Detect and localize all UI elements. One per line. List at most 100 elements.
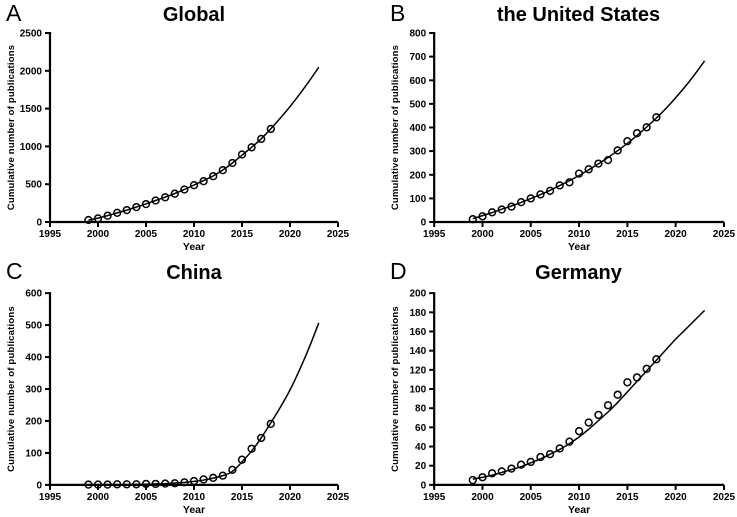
data-point [84,480,93,489]
y-tick-label: 100 [409,385,426,396]
y-tick-label: 0 [36,218,42,229]
y-tick-label: 100 [25,448,42,459]
data-point [237,150,247,159]
data-point [141,479,151,489]
panel-united-states: 1995 2000 2005 2010 2015 2020 2025 0 100 200 300 40… [368,0,737,258]
data-point [565,437,574,446]
data-point [84,215,93,225]
panel-letter-a: A [6,0,22,26]
data-point [189,181,199,190]
data-point [565,178,574,187]
data-point [603,401,613,410]
data-point [122,205,131,215]
data-point [93,480,103,489]
data-point [574,427,584,436]
x-tick-label: 1995 [39,492,62,503]
x-axis-title: Year [568,504,590,516]
x-tick-label: 2010 [183,229,206,240]
data-point [478,212,487,221]
x-axis-title: Year [183,241,205,253]
data-point [632,129,642,138]
data-point [257,433,266,443]
x-tick-label: 2010 [568,229,591,240]
data-point [545,449,555,459]
y-tick-label: 0 [36,480,42,491]
x-tick-label: 2000 [87,229,110,240]
y-tick-label: 60 [415,423,427,434]
x-tick-label: 2005 [135,229,158,240]
x-tick-label: 2005 [520,229,543,240]
data-point [247,444,256,453]
data-point [218,471,227,480]
data-point [526,194,535,203]
panel-global: 1995 2000 2005 2010 2015 2020 2025 0 500 1000 1500… [0,0,368,258]
y-tick-label: 100 [409,194,426,205]
data-point [555,444,564,453]
y-tick-label: 0 [421,218,427,229]
x-tick-label: 2020 [664,229,687,240]
data-point [161,193,170,202]
y-tick-label: 80 [415,404,427,415]
data-point [122,480,131,489]
data-point [161,479,170,488]
data-point [199,177,208,186]
x-tick-label: 2025 [713,229,736,240]
x-tick-label: 2015 [616,492,639,503]
panel-letter-b: B [390,0,406,26]
data-point [652,355,661,364]
data-point [228,465,237,474]
data-point [103,211,112,220]
data-point [468,215,477,224]
data-point [247,143,256,152]
data-point [141,199,151,209]
data-point [218,166,227,175]
data-point [151,196,160,205]
data-point [266,419,275,429]
y-tick-label: 200 [409,289,426,300]
data-point [574,169,584,178]
data-point [594,159,603,168]
fit-curve [88,66,320,221]
y-tick-label: 2000 [20,66,43,77]
panel-title-united-states: the United States [496,4,661,26]
x-tick-label: 2025 [327,492,350,503]
chart-svg: 1995 2000 2005 2010 2015 2020 2025 0 500 1000 1500… [6,29,350,254]
x-tick-label: 2010 [183,492,206,503]
fit-curve [88,322,320,486]
panel-title-global: Global [162,4,226,26]
panel-title-germany: Germany [535,262,622,284]
data-point [209,473,218,483]
y-tick-label: 300 [25,385,42,396]
data-point [132,202,141,212]
x-tick-label: 2005 [520,492,543,503]
data-point [536,452,545,462]
y-tick-label: 500 [409,99,426,110]
panel-letter-d: D [390,258,407,284]
data-point [468,475,477,485]
data-point [266,124,275,134]
panel-title-china: China [166,262,222,284]
y-tick-label: 200 [25,416,42,427]
data-point [584,165,593,174]
data-point [189,476,199,486]
x-tick-label: 2020 [279,492,302,503]
data-point [151,479,160,489]
y-axis-title: Cumulative number of publications [6,306,17,472]
data-point [555,181,564,190]
y-tick-label: 400 [25,353,42,364]
chart-svg: 1995 2000 2005 2010 2015 2020 2025 0 100 200 300 40… [390,29,736,253]
plot-china: 1995 2000 2005 2010 2015 2020 2025 0 100 200 300 40… [0,258,368,517]
data-point [113,480,122,489]
y-tick-label: 120 [409,365,426,376]
data-point [613,146,622,155]
data-point [170,479,179,488]
data-point [545,186,555,195]
data-point [536,190,545,199]
x-tick-label: 2025 [713,492,736,503]
y-tick-label: 600 [409,76,426,87]
y-axis-title: Cumulative number of publications [390,306,401,472]
y-tick-label: 200 [409,170,426,181]
x-tick-label: 2015 [231,492,254,503]
x-tick-label: 2015 [231,229,254,240]
